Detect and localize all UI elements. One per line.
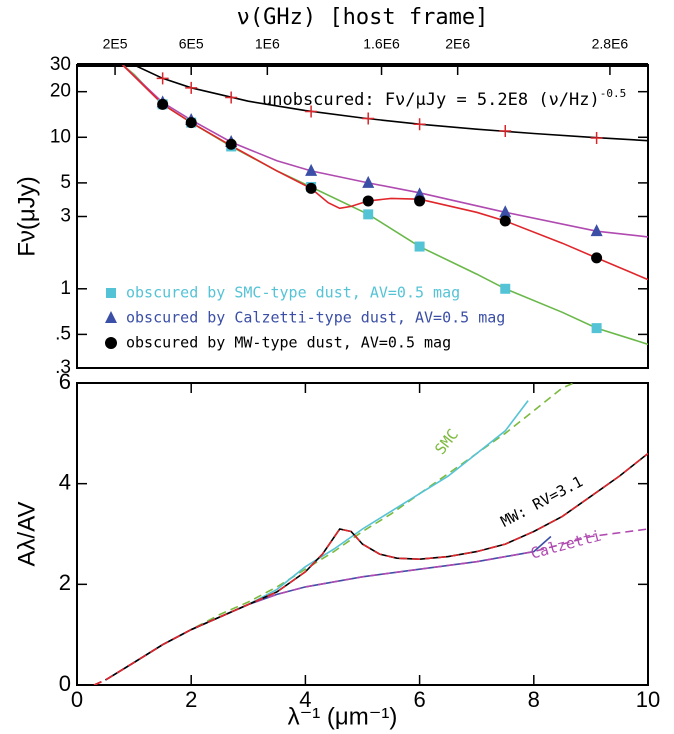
- triangle-marker: [499, 205, 512, 218]
- circle-marker: [362, 195, 374, 207]
- y-tick-label: .5: [55, 323, 71, 344]
- plus-marker: [499, 125, 512, 138]
- legend-marker: [105, 337, 117, 349]
- plus-marker: [362, 112, 375, 125]
- y-axis-label: Fν(μJy): [13, 176, 40, 256]
- curve: [93, 452, 648, 685]
- legend-label: obscured by MW-type dust, AV=0.5 mag: [126, 334, 451, 352]
- x2-tick-label: 6E5: [179, 36, 204, 52]
- circle-marker: [591, 252, 603, 264]
- annotation-text: unobscured: Fν/μJy = 5.2E8 (ν/Hz): [262, 90, 600, 110]
- legend-label: obscured by SMC-type dust, AV=0.5 mag: [126, 284, 460, 302]
- x2-tick-label: 2E6: [445, 36, 470, 52]
- curve: [93, 383, 575, 685]
- plus-marker: [305, 105, 318, 118]
- y-tick-label: 3: [60, 206, 71, 227]
- circle-marker: [157, 98, 169, 110]
- curve: [105, 535, 552, 681]
- x2-tick-label: 2.8E6: [592, 36, 629, 52]
- plus-marker: [156, 72, 169, 85]
- y-axis-label: Aλ/AV: [13, 502, 40, 567]
- y-tick-label: 6: [59, 369, 71, 394]
- circle-marker: [499, 215, 511, 227]
- plus-marker: [413, 118, 426, 131]
- square-marker: [591, 323, 602, 334]
- curve-label: Calzetti: [529, 526, 603, 562]
- x2-tick-label: 2E5: [103, 36, 128, 52]
- x-tick-label: 8: [528, 687, 540, 712]
- x2-tick-label: 1E6: [255, 36, 280, 52]
- plot-area: [93, 383, 648, 685]
- y-tick-label: 30: [50, 54, 71, 75]
- x2-tick-label: 1.6E6: [363, 36, 400, 52]
- x-tick-label: 6: [413, 687, 425, 712]
- triangle-marker: [362, 175, 375, 188]
- plot-area: [122, 65, 648, 346]
- plus-marker: [590, 131, 603, 144]
- circle-marker: [225, 138, 237, 150]
- curve: [105, 400, 529, 681]
- circle-marker: [414, 195, 426, 207]
- y-tick-label: 2: [59, 570, 71, 595]
- triangle-marker: [305, 163, 318, 176]
- square-marker: [414, 241, 425, 252]
- y-tick-label: 0: [59, 671, 71, 696]
- circle-marker: [185, 117, 197, 129]
- legend-label: obscured by Calzetti-type dust, AV=0.5 m…: [126, 309, 505, 327]
- x2-axis-label: ν(GHz) [host frame]: [237, 5, 489, 30]
- y-tick-label: 10: [50, 126, 71, 147]
- square-marker: [363, 209, 374, 220]
- curve: [122, 65, 648, 281]
- square-marker: [500, 283, 511, 294]
- y-tick-label: 5: [60, 172, 71, 193]
- plot-frame: [76, 382, 649, 686]
- y-tick-label: 1: [60, 278, 71, 299]
- plus-marker: [225, 91, 238, 104]
- circle-marker: [305, 182, 317, 194]
- legend-marker: [105, 311, 117, 323]
- annotation: unobscured: Fν/μJy = 5.2E8 (ν/Hz)-0.5: [262, 87, 626, 110]
- y-tick-label: .3: [55, 357, 71, 378]
- x-tick-label: 4: [299, 687, 311, 712]
- x-axis-label: λ⁻¹ (μm⁻¹): [288, 703, 398, 730]
- plus-marker: [185, 81, 198, 94]
- y-tick-label: 4: [59, 469, 71, 494]
- curve-label: MW: RV=3.1: [498, 472, 586, 530]
- x-tick-label: 0: [71, 687, 83, 712]
- y-tick-label: 20: [50, 81, 71, 102]
- x-tick-label: 2: [185, 687, 197, 712]
- curve-label: SMC: [431, 425, 462, 457]
- annotation-exponent: -0.5: [600, 87, 627, 100]
- x-tick-label: 10: [636, 687, 660, 712]
- triangle-marker: [590, 224, 603, 237]
- legend-marker: [106, 288, 116, 298]
